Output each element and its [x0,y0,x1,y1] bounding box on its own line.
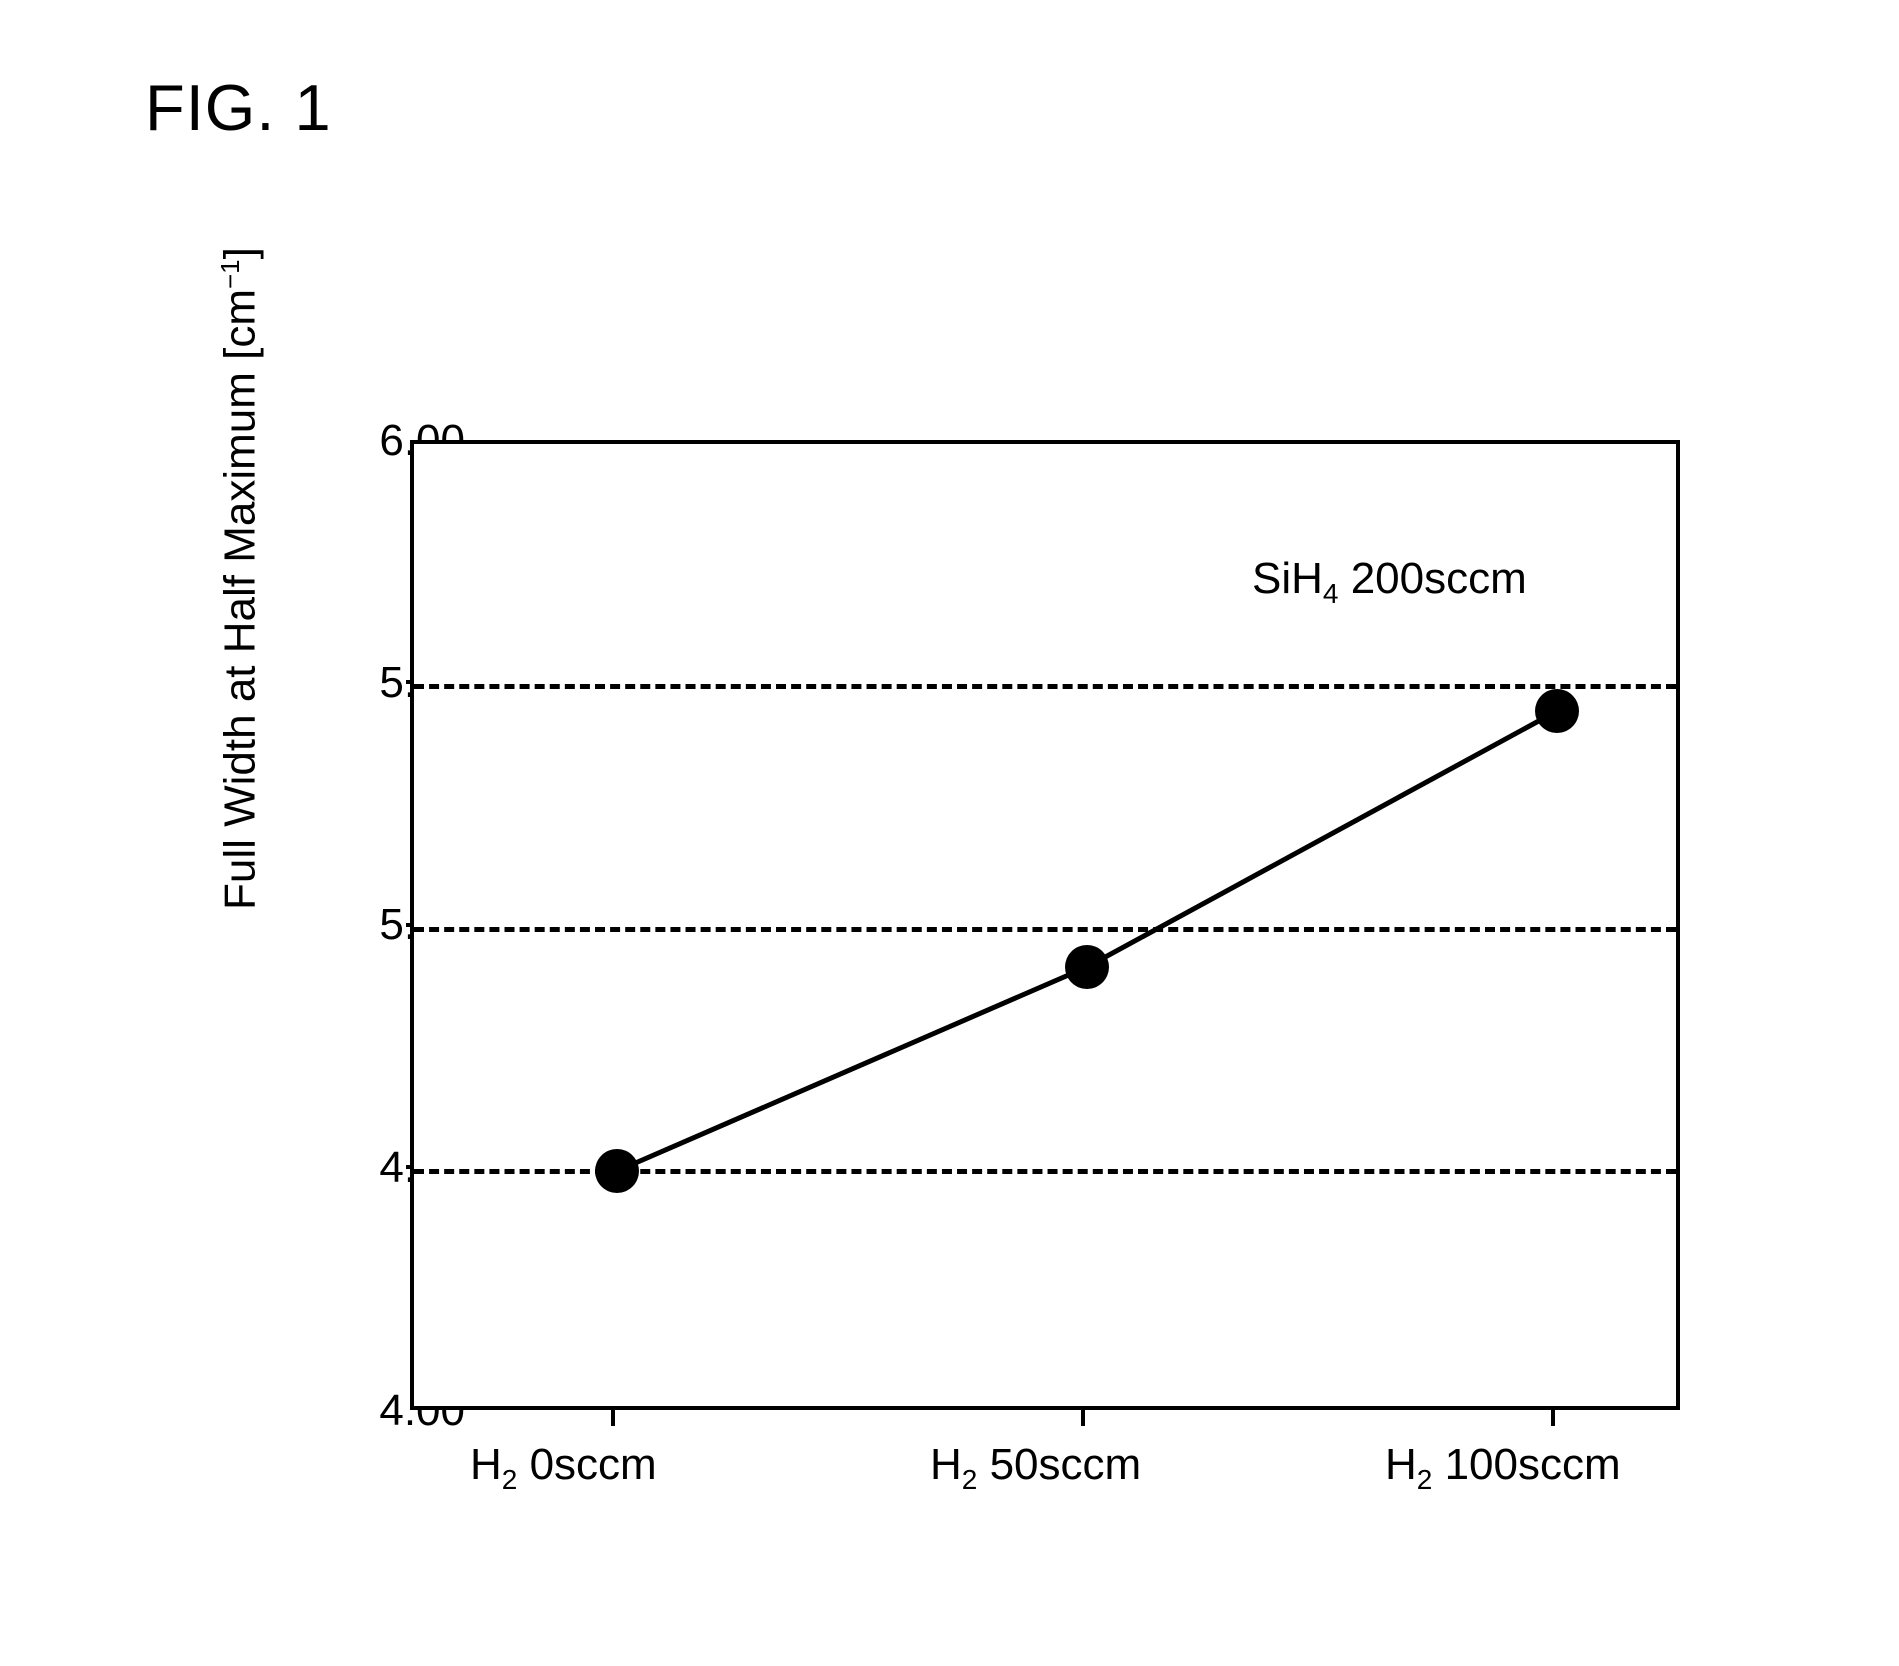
x-tick-sub: 2 [1417,1464,1433,1495]
y-axis-label: Full Width at Half Maximum [cm−1] [215,247,266,910]
x-tick-label-50: H2 50sccm [930,1440,1141,1496]
x-tick-sub: 2 [502,1464,518,1495]
y-axis-label-prefix: Full Width at Half Maximum [cm [216,289,265,910]
x-tick-label-0: H2 0sccm [470,1440,657,1496]
x-tick-sub: 2 [962,1464,978,1495]
x-tick-mark [1081,1406,1085,1426]
data-point [1065,945,1109,989]
x-tick-prefix: H [930,1440,962,1489]
series-line [414,444,1684,1414]
y-axis-label-suffix: ] [216,247,265,259]
x-tick-value: 0sccm [517,1440,656,1489]
x-tick-value: 100sccm [1432,1440,1620,1489]
data-point [1535,689,1579,733]
chart-container: Full Width at Half Maximum [cm−1] 6.00 5… [230,440,1750,1580]
x-tick-prefix: H [470,1440,502,1489]
x-tick-prefix: H [1385,1440,1417,1489]
x-tick-label-100: H2 100sccm [1385,1440,1621,1496]
figure-title: FIG. 1 [145,70,332,145]
page: FIG. 1 Full Width at Half Maximum [cm−1]… [0,0,1899,1666]
y-axis-label-sup: −1 [215,259,245,289]
x-tick-value: 50sccm [977,1440,1141,1489]
x-tick-mark [611,1406,615,1426]
data-point [595,1149,639,1193]
x-tick-mark [1551,1406,1555,1426]
plot-area: SiH4 200sccm [410,440,1680,1410]
